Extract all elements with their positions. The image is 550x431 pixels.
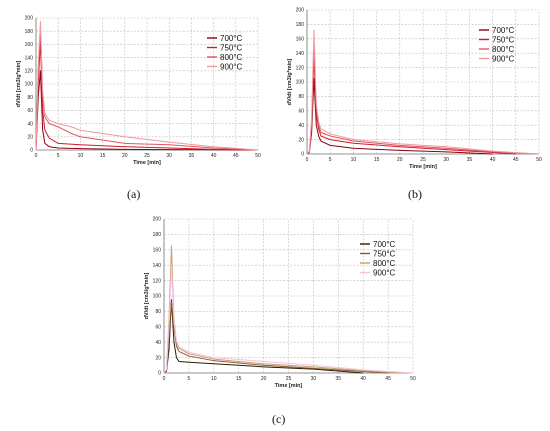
x-tick-label: 15 [100,153,106,159]
x-tick-label: 5 [329,157,332,163]
y-tick-label: 60 [298,109,304,115]
y-tick-label: 180 [25,29,34,35]
y-axis-label: dV/dt [cm3/g*min] [144,272,150,319]
x-tick-label: 10 [351,157,357,163]
x-tick-label: 0 [163,376,166,382]
y-axis-label: dV/dt [cm3/g*min] [16,60,22,107]
chart-a: 0 20 40 60 80 100 120 140 160 180 200 0 5 10 15 20 25 30 3… [16,16,261,166]
y-tick-label: 40 [27,121,33,127]
y-tick-label: 100 [153,294,162,300]
series-line-0 [306,77,493,155]
y-tick-label: 140 [25,55,34,61]
y-tick-label: 80 [27,95,33,101]
x-tick-label: 0 [306,157,309,163]
x-tick-label: 45 [385,376,391,382]
y-tick-label: 160 [296,37,305,43]
legend-entry: 750°C [373,250,396,259]
x-tick-label: 50 [410,376,416,382]
y-axis-label: dV/dt [cm3/g*min] [287,58,293,105]
x-tick-label: 20 [261,376,267,382]
series-line-3 [163,264,414,374]
series-line-3 [306,29,540,155]
legend-entry: 700°C [373,240,396,249]
legend-entry: 750°C [492,36,515,45]
x-tick-label: 35 [336,376,342,382]
panel-label-c: (c) [272,412,286,426]
y-tick-label: 20 [155,355,161,361]
y-tick-label: 20 [27,135,33,141]
y-tick-label: 100 [25,82,34,88]
y-tick-label: 0 [301,152,304,158]
y-tick-label: 140 [296,51,305,57]
x-tick-label: 15 [374,157,380,163]
x-tick-label: 50 [536,157,542,163]
series-line-3 [35,20,259,151]
y-tick-label: 180 [296,22,305,28]
x-tick-label: 25 [144,153,150,159]
panel-label-b: (b) [408,187,422,201]
legend-entry: 800°C [492,45,515,54]
legend-entry: 800°C [373,259,396,268]
chart-b: 0 20 40 60 80 100 120 140 160 180 200 0 5 10 15 20 25 30 3… [287,8,542,170]
x-tick-label: 45 [513,157,519,163]
y-tick-label: 120 [296,65,305,71]
chart-c: 0 20 40 60 80 100 120 140 160 180 200 0 5 10 15 20 25 30 3… [144,217,416,389]
x-tick-label: 10 [78,153,84,159]
x-tick-label: 35 [467,157,473,163]
x-tick-label: 20 [122,153,128,159]
x-tick-label: 10 [211,376,217,382]
x-tick-label: 0 [35,153,38,159]
legend-entry: 900°C [373,269,396,278]
y-tick-label: 160 [25,42,34,48]
y-tick-label: 120 [153,278,162,284]
x-tick-label: 50 [255,153,261,159]
x-tick-label: 40 [211,153,217,159]
series-line-1 [35,40,259,151]
y-tick-label: 0 [158,371,161,377]
x-tick-label: 5 [188,376,191,382]
y-tick-label: 120 [25,69,34,75]
y-tick-label: 160 [153,248,162,254]
y-tick-label: 80 [155,309,161,315]
y-tick-label: 200 [25,16,34,22]
y-tick-label: 200 [153,217,162,223]
y-tick-label: 40 [155,340,161,346]
x-axis-label: Time [min] [275,383,303,389]
x-tick-label: 30 [443,157,449,163]
x-tick-label: 45 [233,153,239,159]
x-tick-label: 30 [311,376,317,382]
x-tick-label: 5 [57,153,60,159]
x-axis-label: Time [min] [409,164,437,170]
y-tick-label: 40 [298,123,304,129]
y-tick-label: 200 [296,8,305,14]
legend-entry: 800°C [220,53,243,62]
y-tick-label: 60 [27,108,33,114]
legend-entry: 700°C [492,26,515,35]
legend-entry: 900°C [492,55,515,64]
x-tick-label: 25 [286,376,292,382]
series-line-0 [163,299,364,374]
series-line-0 [35,70,259,151]
x-tick-label: 20 [397,157,403,163]
x-tick-label: 15 [236,376,242,382]
x-tick-label: 25 [420,157,426,163]
x-tick-label: 30 [166,153,172,159]
x-axis-label: Time [min] [133,160,161,166]
y-tick-label: 180 [153,232,162,238]
panel-label-a: (a) [127,187,141,201]
legend-entry: 900°C [220,63,243,72]
x-tick-label: 35 [189,153,195,159]
series-line-1 [306,56,516,155]
legend-entry: 750°C [220,44,243,53]
x-tick-label: 40 [490,157,496,163]
y-tick-label: 140 [153,263,162,269]
y-tick-label: 100 [296,80,305,86]
y-tick-label: 60 [155,325,161,331]
y-tick-label: 20 [298,137,304,143]
x-tick-label: 40 [360,376,366,382]
legend-entry: 700°C [220,34,243,43]
y-tick-label: 0 [30,148,33,154]
y-tick-label: 80 [298,94,304,100]
series-line-1 [163,300,389,374]
